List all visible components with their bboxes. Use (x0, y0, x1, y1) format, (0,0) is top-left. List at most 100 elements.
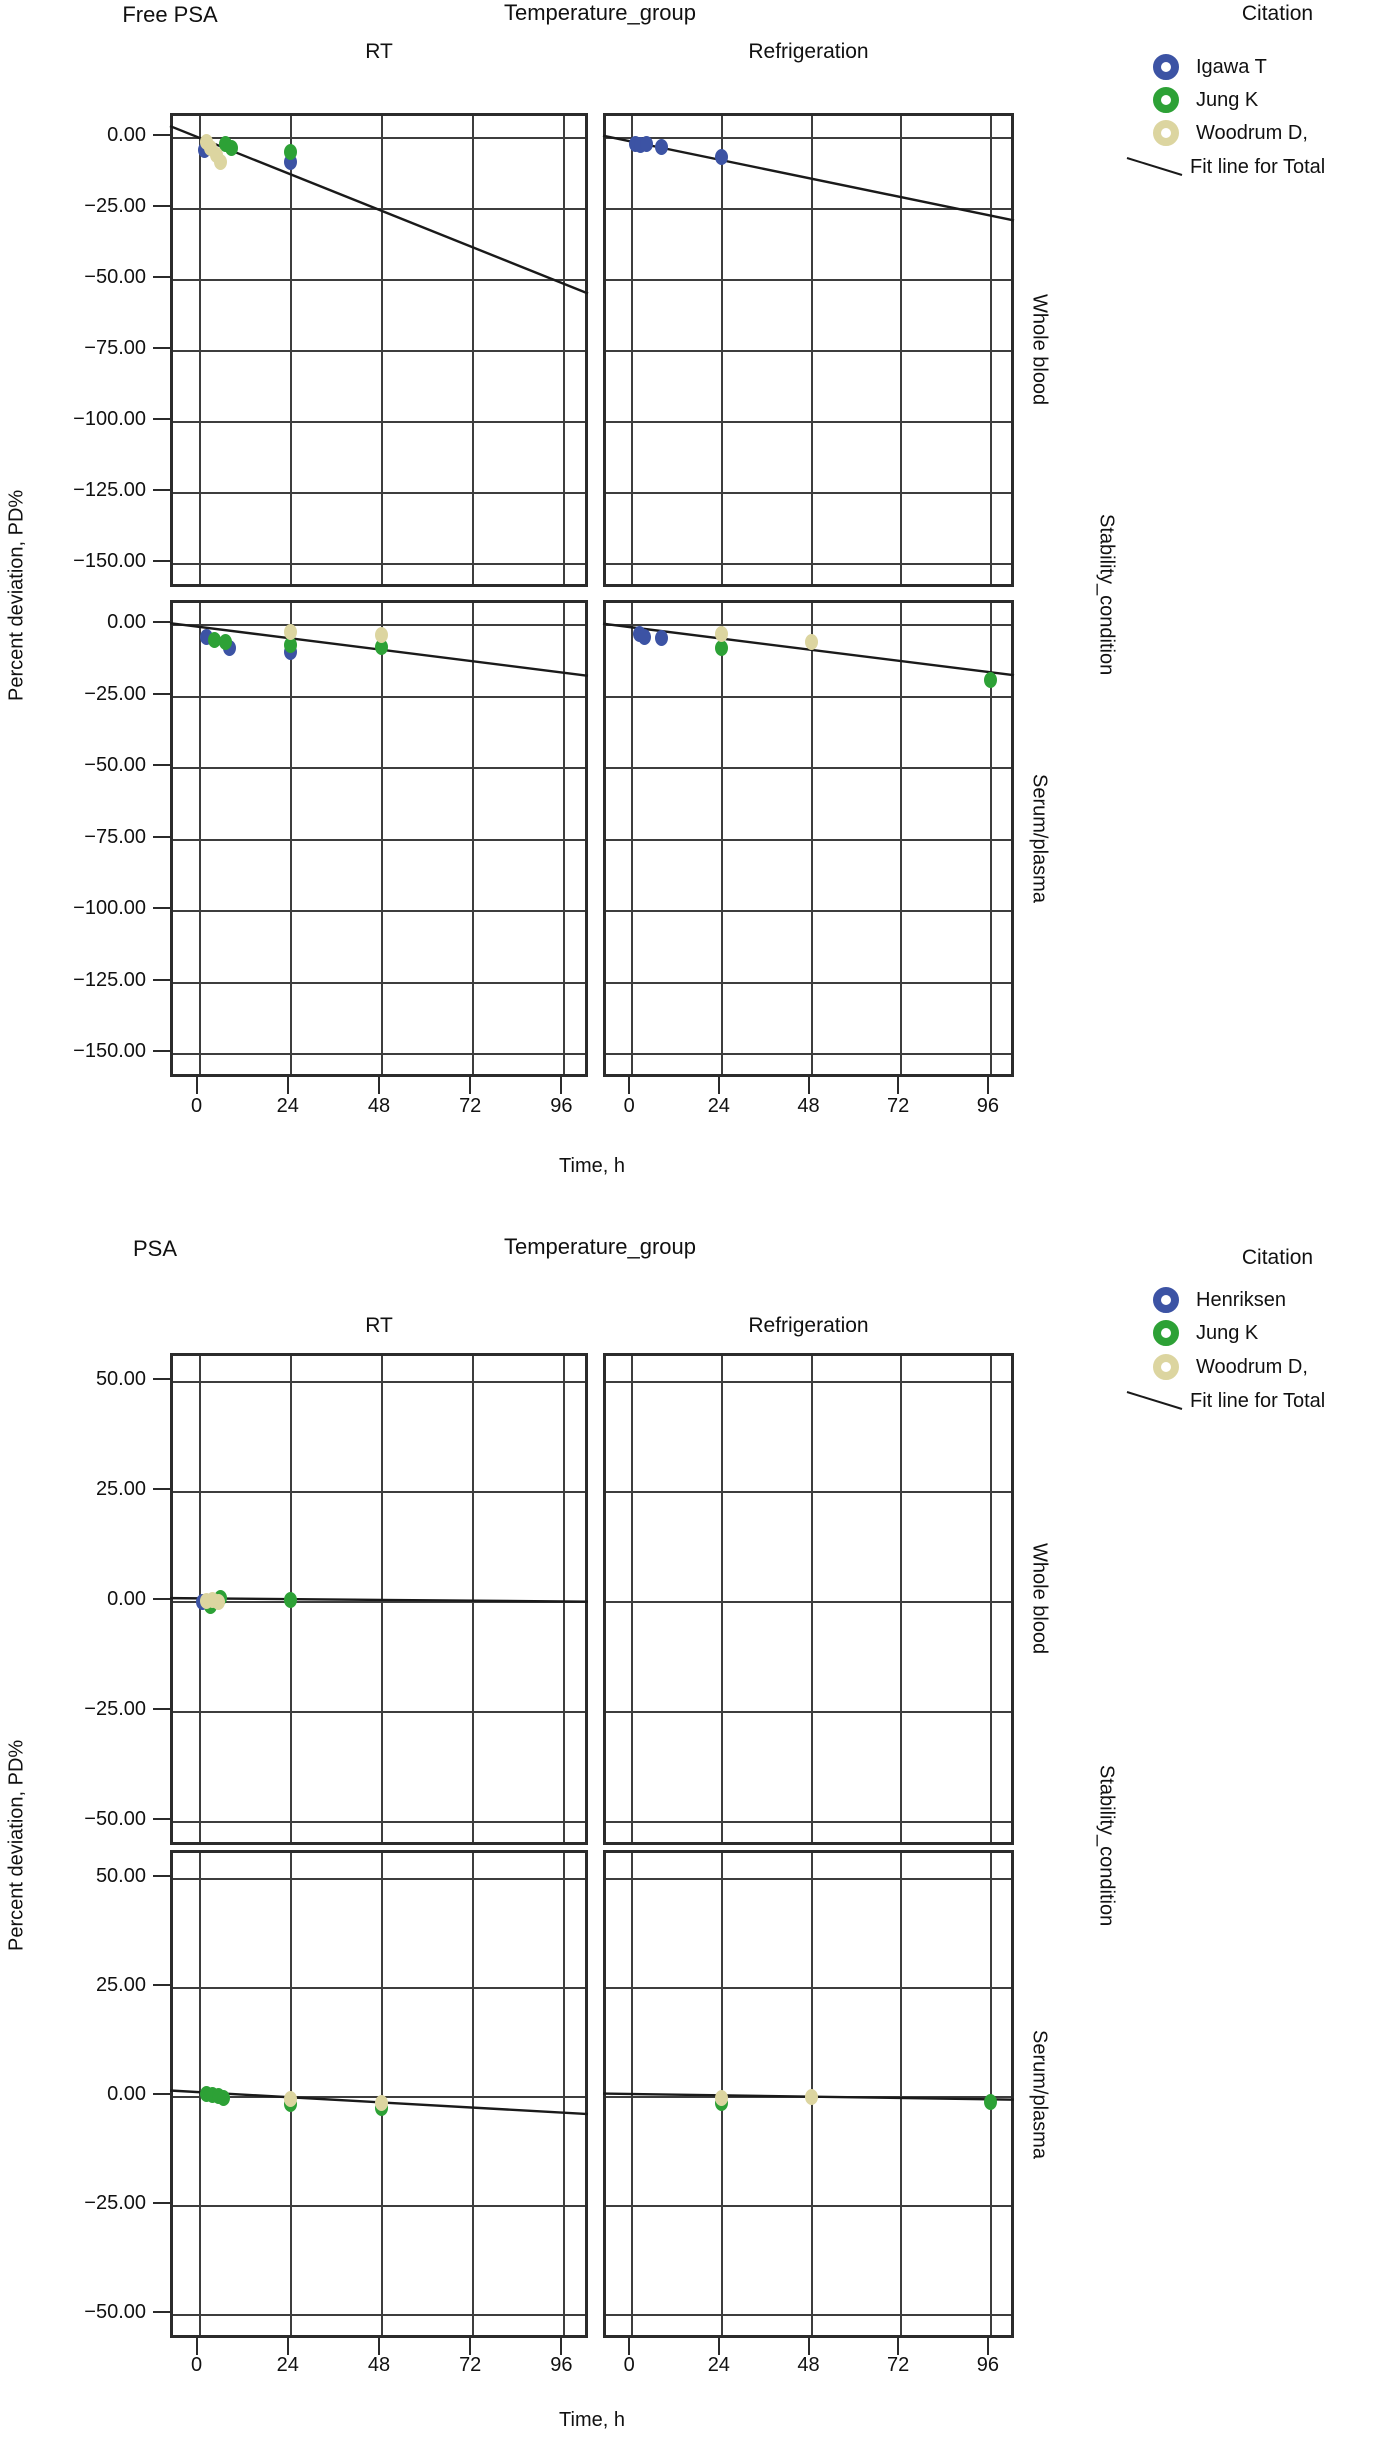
fit-line-icon (1126, 157, 1183, 176)
chart1-panel-variable: Temperature_group (503, 0, 696, 25)
gridline-horizontal (173, 2314, 585, 2317)
gridline-vertical (472, 116, 475, 584)
gridline-horizontal (173, 1380, 585, 1383)
x-tick-label: 72 (459, 2354, 482, 2376)
gridline-horizontal (173, 1877, 585, 1880)
x-tick (717, 1077, 720, 1094)
y-tick-label: 0.00 (107, 124, 146, 147)
x-tick-label: 0 (191, 1095, 203, 1117)
fit-line-total (169, 2089, 589, 2116)
gridline-vertical (989, 603, 992, 1074)
gridline-horizontal (606, 767, 1011, 770)
gridline-horizontal (173, 1053, 585, 1056)
y-tick-label: −100.00 (73, 408, 146, 431)
legend-marker-woodrum-icon (1153, 1354, 1179, 1380)
x-tick-label: 0 (623, 1095, 635, 1117)
gridline-vertical (289, 603, 292, 1074)
legend-marker-woodrum-icon (1153, 120, 1179, 146)
data-point-igawa-t (714, 148, 728, 165)
x-tick (897, 1077, 900, 1094)
chart1-row-strip-whole-blood: Whole blood (1028, 294, 1051, 406)
y-tick (153, 764, 170, 767)
gridline-vertical (472, 603, 475, 1074)
x-tick (986, 2338, 989, 2355)
y-tick-label: −100.00 (73, 897, 146, 920)
x-tick-label: 24 (276, 1095, 299, 1117)
y-tick-label: −150.00 (73, 1040, 146, 1063)
data-point-woodrum-d- (213, 154, 227, 171)
gridline-horizontal (606, 2205, 1011, 2208)
y-tick (153, 692, 170, 695)
gridline-horizontal (173, 767, 585, 770)
y-tick-label: 50.00 (95, 1367, 146, 1390)
y-tick (153, 907, 170, 910)
gridline-horizontal (606, 563, 1011, 566)
data-point-jung-k (219, 634, 233, 651)
data-point-igawa-t (655, 138, 669, 155)
gridline-horizontal (606, 208, 1011, 211)
gridline-vertical (900, 603, 903, 1074)
gridline-horizontal (606, 350, 1011, 353)
x-tick (986, 1077, 989, 1094)
gridline-vertical (900, 116, 903, 584)
data-point-woodrum-d- (283, 624, 297, 641)
x-tick-label: 72 (887, 1095, 910, 1117)
gridline-horizontal (173, 1601, 585, 1603)
y-tick (153, 1874, 170, 1877)
y-tick (153, 560, 170, 563)
x-tick-label: 96 (550, 2354, 573, 2376)
gridline-vertical (810, 1356, 813, 1842)
gridline-horizontal (173, 981, 585, 984)
chart2-legend-entry: Henriksen (1196, 1289, 1287, 1311)
gridline-horizontal (606, 1821, 1011, 1824)
gridline-vertical (381, 1853, 383, 2335)
gridline-vertical (198, 603, 201, 1074)
x-tick (560, 1077, 563, 1094)
x-tick-label: 48 (797, 1095, 820, 1117)
y-tick (153, 2202, 170, 2205)
legend-marker-igawa-icon (1153, 54, 1179, 80)
x-tick-label: 48 (367, 2354, 391, 2376)
x-tick (897, 2338, 900, 2355)
data-point-woodrum-d- (714, 625, 728, 642)
data-point-jung-k (983, 2094, 997, 2111)
y-tick (153, 134, 170, 137)
gridline-vertical (720, 1356, 723, 1842)
y-tick-label: −25.00 (84, 682, 146, 705)
y-tick-label: −25.00 (84, 2192, 146, 2215)
y-tick-label: 25.00 (95, 1477, 146, 1500)
x-tick-label: 24 (707, 2354, 730, 2376)
fit-line-total (169, 1596, 589, 1603)
data-point-jung-k (283, 637, 297, 654)
y-tick-label: 0.00 (107, 611, 146, 634)
gridline-vertical (720, 116, 723, 584)
gridline-horizontal (606, 421, 1011, 424)
gridline-horizontal (173, 838, 585, 841)
gridline-vertical (810, 116, 813, 584)
x-tick (628, 1077, 631, 1094)
y-tick-label: 25.00 (95, 1973, 146, 1996)
y-tick (153, 2311, 170, 2314)
data-point-jung-k (283, 144, 297, 161)
x-tick (807, 2338, 810, 2355)
fit-line-total (169, 124, 589, 295)
y-tick (153, 835, 170, 838)
chart2-row-variable: Stability_condition (1095, 1764, 1118, 1927)
chart1-legend-entry: Woodrum D, (1196, 122, 1308, 144)
y-tick (153, 1377, 170, 1380)
y-tick (153, 489, 170, 492)
chart2-column-header-refrigeration: Refrigeration (748, 1314, 869, 1337)
fit-line-total (602, 622, 1015, 677)
gridline-vertical (289, 116, 292, 584)
y-tick-label: −125.00 (73, 479, 146, 502)
plot-panel-whole-blood-rt (169, 1353, 589, 1845)
gridline-vertical (631, 603, 634, 1074)
x-tick (469, 2338, 472, 2355)
gridline-horizontal (606, 279, 1011, 282)
fit-line-total (602, 134, 1015, 222)
plot-panel-serum-plasma-rt (169, 1850, 589, 2338)
data-point-woodrum-d- (804, 2089, 818, 2106)
y-tick-label: 50.00 (95, 1864, 146, 1887)
gridline-horizontal (173, 2205, 585, 2208)
y-tick-label: −50.00 (84, 266, 146, 289)
